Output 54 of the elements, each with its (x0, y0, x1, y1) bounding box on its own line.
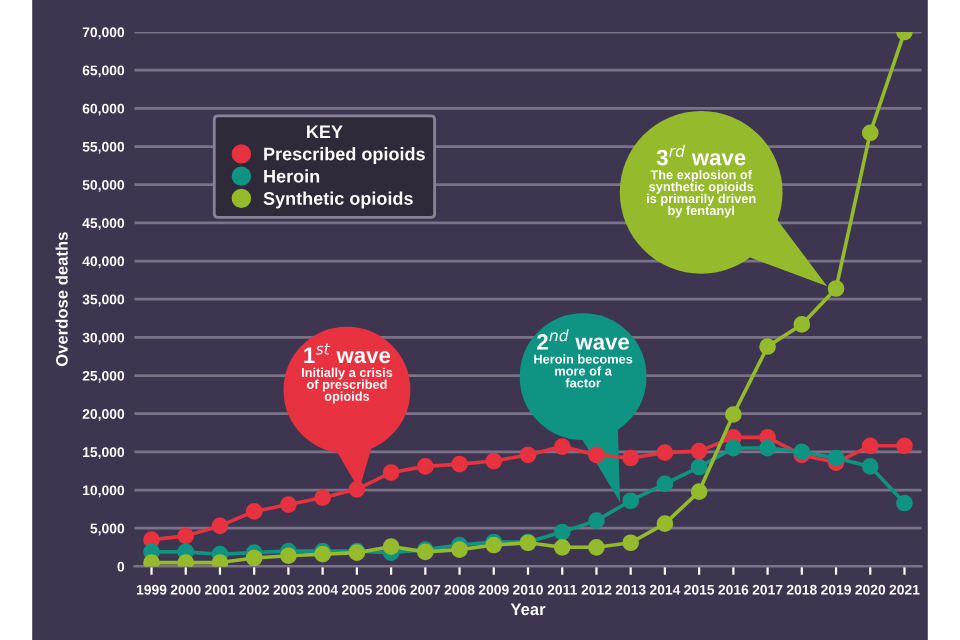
point (177, 527, 195, 545)
point (793, 316, 811, 333)
point (622, 534, 640, 552)
point (896, 494, 913, 512)
point (759, 338, 776, 355)
point (211, 517, 229, 535)
point (314, 489, 331, 507)
point (690, 483, 708, 500)
point (656, 515, 674, 532)
point (656, 444, 674, 461)
point (143, 554, 160, 567)
point (622, 492, 640, 510)
point (588, 512, 605, 529)
point (245, 503, 263, 520)
point (280, 547, 297, 565)
point (245, 549, 263, 567)
legend-label: Heroin (264, 169, 320, 183)
point (861, 437, 879, 455)
point (553, 523, 571, 541)
point (451, 541, 468, 558)
point (280, 496, 297, 513)
point (861, 124, 879, 142)
point (451, 455, 468, 473)
point (725, 439, 742, 457)
point (690, 458, 708, 476)
point (690, 442, 708, 460)
y-axis-title: Overdose deaths (55, 232, 68, 367)
legend-label: Prescribed opioids (264, 147, 425, 164)
annotation: 2$^{nd}$ wave (537, 329, 630, 350)
point (382, 538, 400, 555)
point (348, 480, 366, 498)
point (622, 449, 640, 467)
annotation: 3$^{rd}$ wave (656, 144, 746, 166)
point (588, 446, 605, 464)
point (485, 452, 503, 470)
point (553, 438, 571, 455)
x-axis-title: Year (510, 603, 546, 616)
point (725, 406, 742, 423)
point (896, 437, 913, 455)
point (656, 475, 674, 493)
point (588, 538, 605, 556)
annotation: 1$^{st}$ wave (304, 343, 391, 364)
point (519, 446, 537, 464)
point (553, 538, 571, 556)
point (861, 458, 879, 475)
point (827, 449, 845, 467)
point (827, 280, 845, 297)
point (211, 554, 229, 567)
legend-label: Synthetic opioids (263, 191, 413, 209)
point (382, 464, 400, 481)
point (416, 458, 434, 475)
point (759, 439, 776, 457)
point (177, 554, 195, 567)
legend-title: KEY (307, 125, 343, 138)
